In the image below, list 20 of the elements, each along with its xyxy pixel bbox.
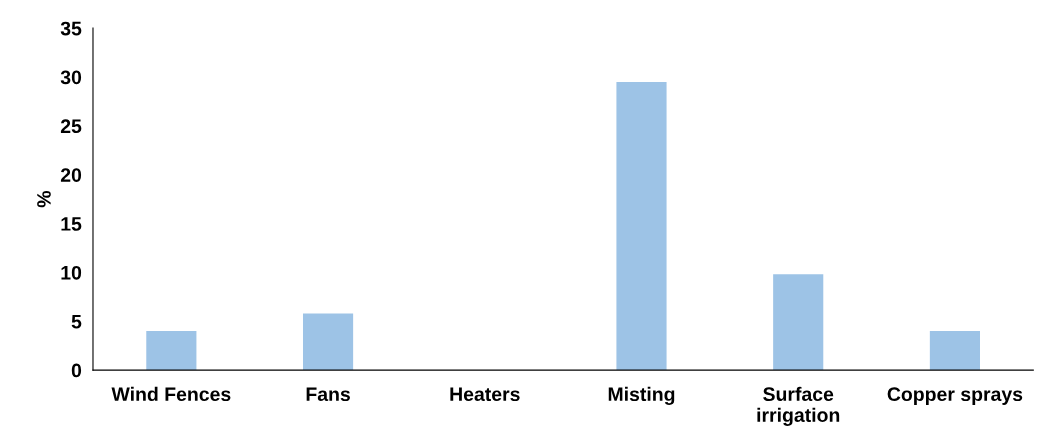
x-tick-label: Heaters (450, 387, 520, 402)
bar (146, 331, 197, 371)
x-tick-label: Surface irrigation (757, 386, 840, 426)
y-tick-label: 30 (60, 70, 82, 85)
bar (302, 313, 354, 371)
y-tick-label: 35 (60, 21, 82, 36)
y-tick-label: 25 (60, 119, 82, 134)
y-tick-label: 20 (60, 168, 82, 182)
bar (929, 331, 980, 371)
bar (773, 274, 824, 371)
x-tick-label: Misting (608, 386, 675, 405)
y-tick-label: 10 (61, 265, 82, 280)
bar (616, 81, 667, 371)
x-tick-label: Fans (306, 387, 350, 402)
y-tick-label: 5 (71, 314, 82, 329)
y-tick-label: 0 (71, 363, 82, 378)
x-tick-label: Copper sprays (887, 387, 1023, 405)
y-tick-label: 15 (61, 217, 82, 231)
x-tick-label: Wind Fences (111, 386, 231, 402)
y-axis-title: % (37, 191, 51, 208)
